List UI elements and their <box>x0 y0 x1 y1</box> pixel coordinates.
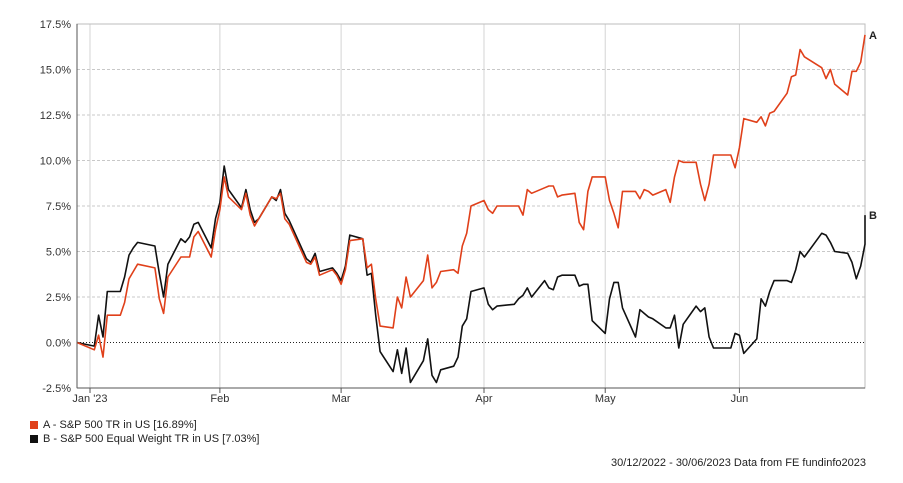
series-end-label-a: A <box>869 30 877 42</box>
legend-item-b: B - S&P 500 Equal Weight TR in US [7.03%… <box>30 432 259 446</box>
y-tick-label: 12.5% <box>40 110 71 122</box>
axes: -2.5% 0.0% 2.5% 5.0% 7.5% 10.0% 12.5% 15.0% 17.5… <box>40 19 877 405</box>
y-tick-label: 5.0% <box>46 247 71 259</box>
legend-swatch-b <box>30 435 38 443</box>
legend-label-b: B - S&P 500 Equal Weight TR in US [7.03%… <box>43 433 260 445</box>
series-line-b <box>76 165 866 384</box>
y-tick-label: 15.0% <box>40 65 71 77</box>
legend: A - S&P 500 TR in US [16.89%] B - S&P 50… <box>30 418 259 446</box>
y-tick-label: 7.5% <box>46 201 71 213</box>
y-tick-label: 17.5% <box>40 19 71 31</box>
x-tick-label: Jun <box>731 393 749 405</box>
x-tick-label: Mar <box>332 393 351 405</box>
x-tick-label: Jan '23 <box>72 393 107 405</box>
grid <box>76 23 866 389</box>
series-lines <box>76 34 866 384</box>
x-tick-label: Feb <box>210 393 229 405</box>
series-line-a <box>76 34 866 358</box>
y-tick-label: 0.0% <box>46 338 71 350</box>
series-end-label-b: B <box>869 210 877 222</box>
y-tick-label: -2.5% <box>42 383 71 395</box>
legend-label-a: A - S&P 500 TR in US [16.89%] <box>43 419 197 431</box>
source-footer: 30/12/2022 - 30/06/2023 Data from FE fun… <box>610 457 866 469</box>
x-tick-label: May <box>595 393 616 405</box>
x-tick-label: Apr <box>475 393 492 405</box>
legend-item-a: A - S&P 500 TR in US [16.89%] <box>30 418 259 432</box>
y-tick-label: 10.0% <box>40 156 71 168</box>
legend-swatch-a <box>30 421 38 429</box>
y-tick-label: 2.5% <box>46 292 71 304</box>
